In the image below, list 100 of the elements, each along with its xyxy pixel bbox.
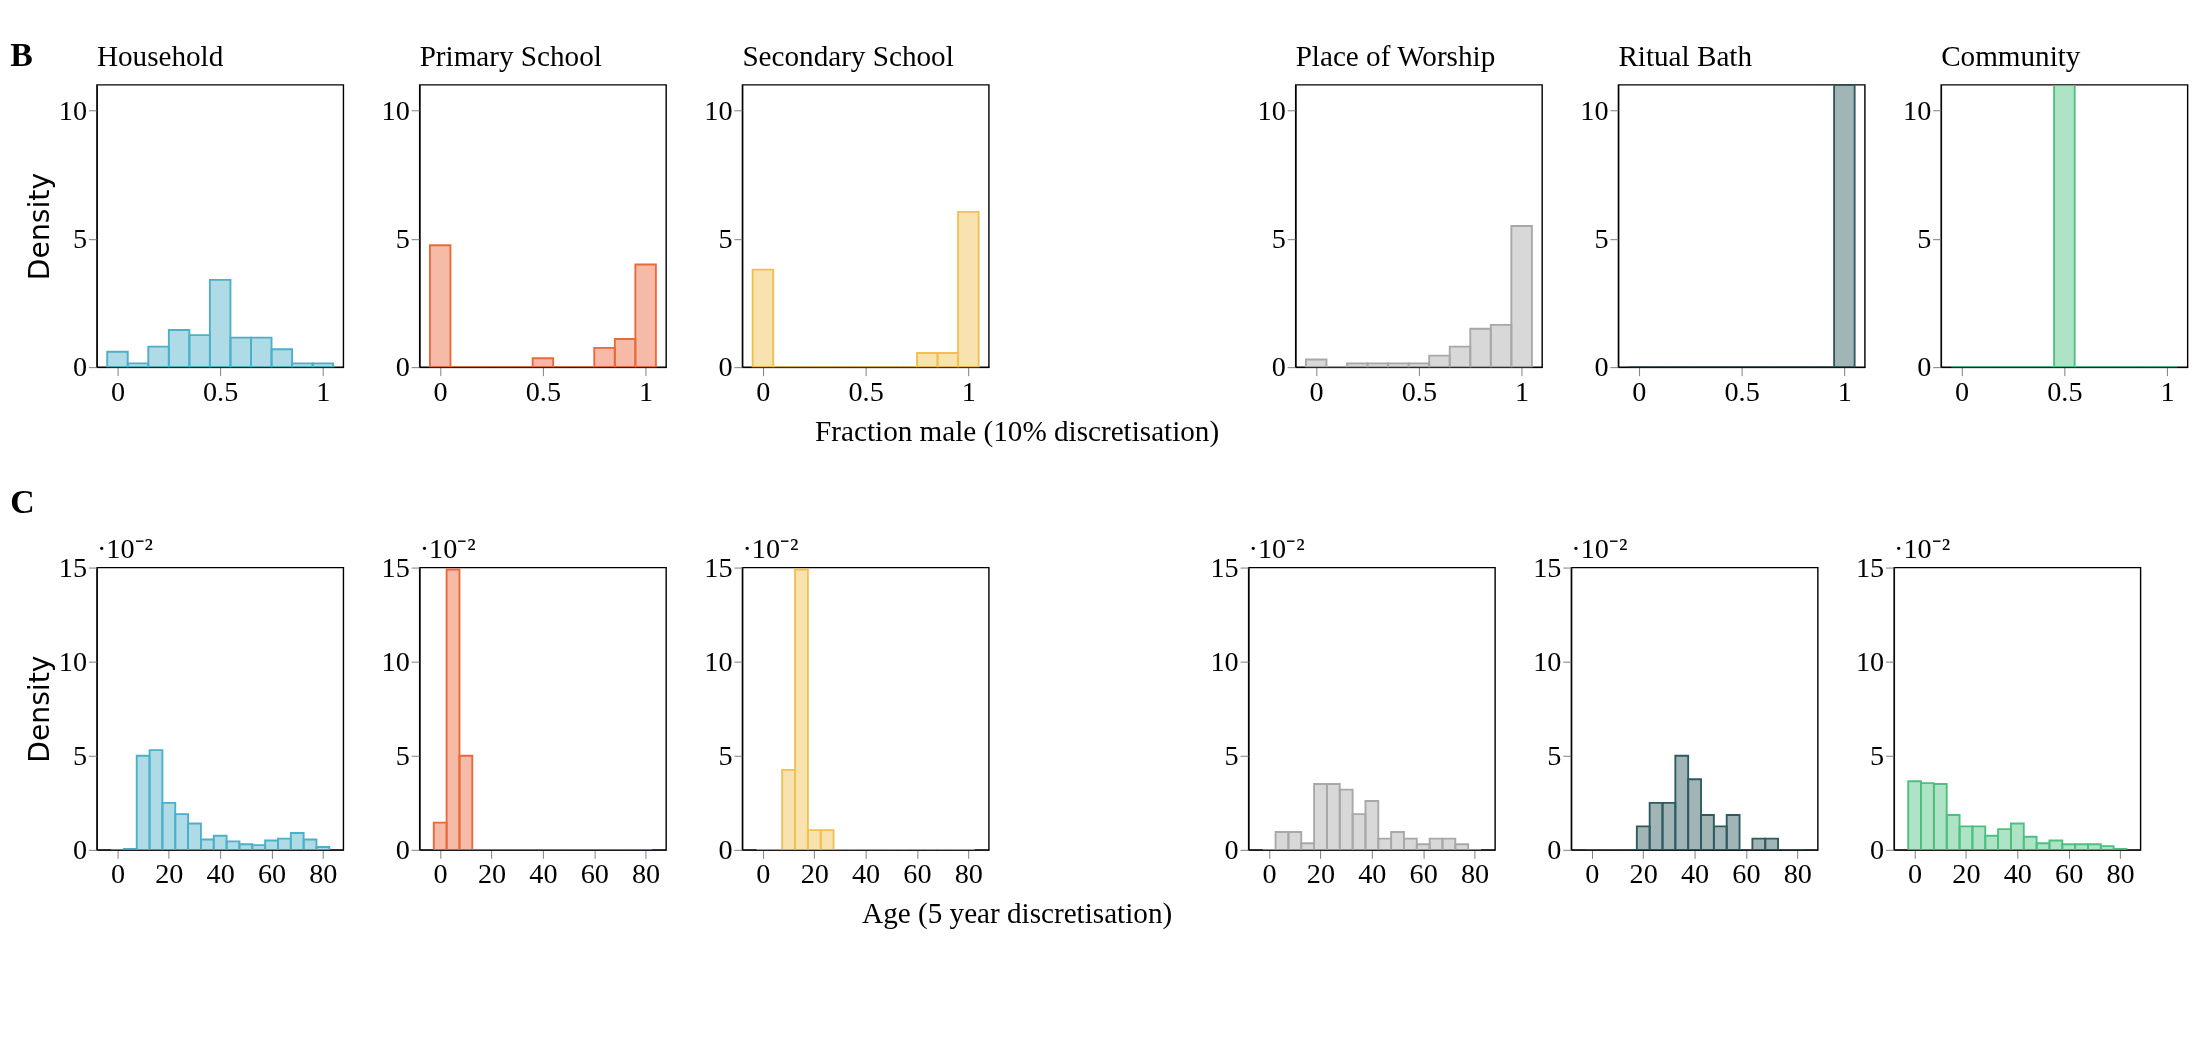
y-tick-label: 5	[395, 739, 410, 771]
y-tick-label: 5	[1224, 739, 1239, 771]
x-tick-label: 40	[1358, 858, 1387, 890]
x-tick-label: 80	[1460, 858, 1490, 890]
y-tick-label: 5	[72, 222, 88, 254]
x-tick-label: 60	[903, 858, 932, 890]
x-tick-label: 80	[1783, 858, 1812, 890]
y-tick-label: 10	[704, 94, 733, 126]
x-tick-label: 60	[2055, 858, 2084, 890]
y-tick-label: 0	[1594, 351, 1609, 383]
x-tick-label: 20	[1306, 858, 1336, 890]
y-tick-label: 0	[1870, 833, 1885, 865]
x-tick-label: 40	[206, 858, 235, 890]
x-tick-label: 0	[756, 375, 771, 407]
y-tick-label: 0	[718, 351, 733, 383]
y-tick-label: 15	[1210, 551, 1239, 583]
x-tick-label: 20	[1629, 858, 1658, 890]
y-tick-label: 5	[395, 222, 410, 254]
x-tick-label: 0	[756, 858, 771, 890]
x-tick-label: 20	[155, 858, 184, 890]
text: ·10⁻²	[1571, 533, 1628, 565]
y-tick-label: 5	[1870, 739, 1885, 771]
text: B	[10, 36, 33, 74]
y-tick-label: 10	[1903, 94, 1932, 126]
y-tick-label: 0	[72, 351, 88, 383]
x-tick-label: 0	[1632, 375, 1647, 407]
y-tick-label: 10	[381, 645, 410, 677]
x-tick-label: 1	[639, 375, 654, 407]
chart-title: Secondary School	[742, 40, 954, 73]
y-tick-label: 0	[1547, 833, 1562, 865]
y-tick-label: 15	[58, 551, 88, 583]
y-tick-label: 0	[1271, 351, 1286, 383]
x-tick-label: 40	[1680, 858, 1710, 890]
y-tick-label: 0	[395, 833, 410, 865]
x-tick-label: 1	[316, 375, 331, 407]
y-tick-label: 10	[1257, 94, 1286, 126]
x-tick-label: 0	[1955, 375, 1970, 407]
x-tick-label: 0.5	[203, 375, 239, 407]
x-tick-label: 1	[1515, 375, 1530, 407]
y-tick-label: 10	[58, 645, 88, 677]
chart-title: Community	[1941, 40, 2081, 73]
y-tick-label: 0	[72, 833, 88, 865]
y-tick-label: 5	[1917, 222, 1932, 254]
y-tick-label: 5	[1547, 739, 1562, 771]
x-tick-label: 20	[1952, 858, 1981, 890]
x-tick-label: 20	[477, 858, 507, 890]
x-tick-label: 0	[1309, 375, 1324, 407]
y-tick-label: 15	[381, 551, 410, 583]
text: ·10⁻²	[419, 533, 476, 565]
x-tick-label: 0	[433, 858, 448, 890]
x-tick-label: 0.5	[1401, 375, 1438, 407]
chart-title: Primary School	[419, 40, 602, 73]
x-tick-label: 1	[961, 375, 976, 407]
chart-title: Ritual Bath	[1618, 40, 1753, 73]
y-tick-label: 0	[395, 351, 410, 383]
x-tick-label: 0.5	[525, 375, 562, 407]
x-tick-label: 60	[580, 858, 609, 890]
y-tick-label: 5	[718, 222, 733, 254]
x-tick-label: 60	[1732, 858, 1761, 890]
y-tick-label: 10	[704, 645, 733, 677]
x-tick-label: 80	[631, 858, 661, 890]
x-tick-label: 60	[257, 858, 287, 890]
x-tick-label: 80	[954, 858, 983, 890]
x-tick-label: 0	[110, 858, 125, 890]
x-tick-label: 0.5	[2047, 375, 2083, 407]
y-tick-label: 5	[718, 739, 733, 771]
x-tick-label: 80	[2106, 858, 2135, 890]
y-tick-label: 10	[381, 94, 410, 126]
x-axis-title: Fraction male (10% discretisation)	[815, 414, 1220, 448]
text: C	[10, 483, 35, 521]
x-tick-label: 40	[852, 858, 881, 890]
chart-title: Household	[96, 40, 224, 73]
y-tick-label: 15	[1855, 551, 1885, 583]
x-tick-label: 0	[433, 375, 448, 407]
x-tick-label: 20	[800, 858, 829, 890]
x-tick-label: 80	[309, 858, 338, 890]
x-tick-label: 40	[2003, 858, 2032, 890]
x-tick-label: 0.5	[848, 375, 884, 407]
x-tick-label: 0	[110, 375, 125, 407]
text: ·10⁻²	[742, 533, 799, 565]
y-tick-label: 0	[718, 833, 733, 865]
y-axis-title: Density	[23, 655, 57, 763]
y-tick-label: 10	[1580, 94, 1609, 126]
x-axis-title: Age (5 year discretisation)	[862, 897, 1173, 931]
y-tick-label: 10	[1855, 645, 1885, 677]
y-tick-label: 15	[1533, 551, 1562, 583]
chart-title: Place of Worship	[1295, 40, 1496, 73]
y-tick-label: 15	[704, 551, 733, 583]
y-tick-label: 5	[1271, 222, 1286, 254]
y-tick-label: 10	[58, 94, 88, 126]
x-tick-label: 1	[2160, 375, 2175, 407]
y-tick-label: 0	[1917, 351, 1932, 383]
x-tick-label: 0.5	[1724, 375, 1760, 407]
x-tick-label: 1	[1837, 375, 1852, 407]
y-tick-label: 5	[72, 739, 88, 771]
y-tick-label: 0	[1224, 833, 1239, 865]
y-tick-label: 10	[1210, 645, 1239, 677]
x-tick-label: 60	[1409, 858, 1438, 890]
text: ·10⁻²	[1894, 533, 1951, 565]
y-tick-label: 5	[1594, 222, 1609, 254]
